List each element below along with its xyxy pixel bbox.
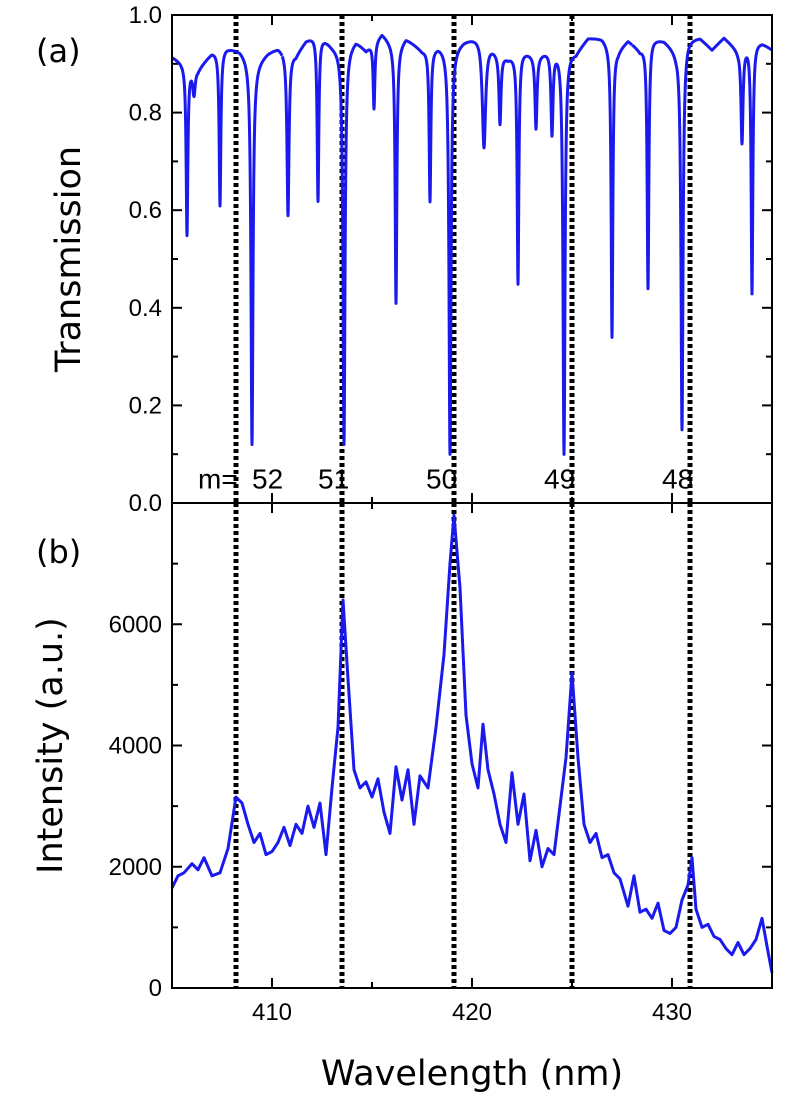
- panel-b-y-tick-label: 4000: [109, 733, 162, 760]
- panel-b-label: (b): [36, 533, 81, 571]
- x-tick-label: 430: [652, 999, 692, 1026]
- mode-label: 48: [662, 464, 693, 495]
- panel-b-y-ticks: 0 2000 4000 6000: [109, 502, 772, 1002]
- panel-a-label: (a): [36, 32, 81, 70]
- panel-b-y-tick-label: 6000: [109, 611, 162, 638]
- panel-a-y-ticks: 0.0 0.2 0.4 0.6 0.8 1.0: [129, 2, 772, 517]
- panel-a-y-tick-label: 0.4: [129, 295, 162, 322]
- panel-b-vertical-markers: [233, 503, 693, 988]
- mode-label: 52: [252, 464, 283, 495]
- panel-a-y-tick-label: 0.2: [129, 392, 162, 419]
- panel-b-intensity: 0 2000 4000 6000 410 420 430 (b) Intensity (a…: [31, 502, 774, 1094]
- x-tick-label: 410: [252, 999, 292, 1026]
- panel-b-x-ticks: 410 420 430: [171, 503, 773, 1026]
- panel-b-y-axis-title: Intensity (a.u.): [31, 617, 71, 874]
- x-tick-label: 420: [452, 999, 492, 1026]
- panel-a-y-tick-label: 0.0: [129, 490, 162, 517]
- panel-a-y-axis-title: Transmission: [49, 146, 89, 373]
- panel-b-y-tick-label: 0: [149, 975, 162, 1002]
- panel-b-frame: [171, 502, 773, 989]
- transmission-series-line: [170, 33, 774, 456]
- x-axis-title: Wavelength (nm): [321, 1054, 623, 1094]
- panel-a-transmission: 0.0 0.2 0.4 0.6 0.8 1.0 m= 52 51 50 49 48 (a) Tran…: [36, 2, 774, 517]
- panel-a-y-tick-label: 0.8: [129, 100, 162, 127]
- panel-a-y-tick-label: 0.6: [129, 197, 162, 224]
- panel-a-y-tick-label: 1.0: [129, 2, 162, 29]
- mode-number-labels: m= 52 51 50 49 48: [198, 464, 693, 495]
- mode-label: 51: [318, 464, 349, 495]
- mode-label: m=: [198, 464, 238, 495]
- panel-b-y-tick-label: 2000: [109, 854, 162, 881]
- intensity-series-line: [170, 513, 774, 974]
- panel-a-vertical-markers: [233, 15, 693, 503]
- mode-label: 50: [426, 464, 457, 495]
- mode-label: 49: [544, 464, 575, 495]
